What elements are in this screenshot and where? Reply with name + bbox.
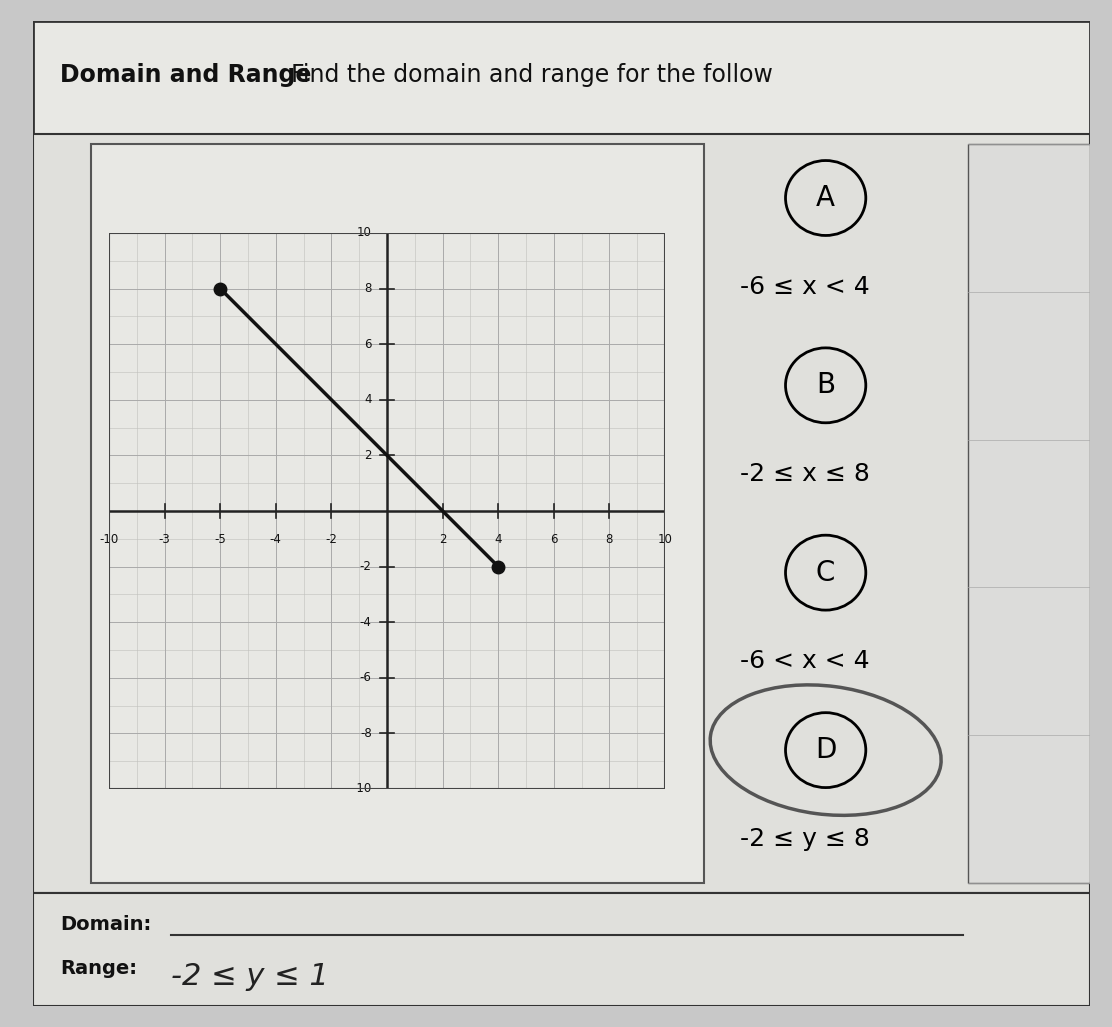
- Text: -10: -10: [99, 533, 119, 546]
- Text: 4: 4: [495, 533, 502, 546]
- Text: -2: -2: [326, 533, 337, 546]
- Bar: [33, 134, 1090, 893]
- Text: -10: -10: [353, 783, 371, 796]
- Bar: [969, 144, 1090, 883]
- Text: 8: 8: [606, 533, 613, 546]
- Text: -3: -3: [159, 533, 170, 546]
- Text: 4: 4: [365, 393, 371, 407]
- Text: -6: -6: [360, 672, 371, 684]
- Text: 10: 10: [657, 533, 673, 546]
- Text: Range:: Range:: [60, 959, 137, 979]
- Text: -2: -2: [360, 560, 371, 573]
- Text: -2 ≤ x ≤ 8: -2 ≤ x ≤ 8: [739, 462, 870, 486]
- Text: -8: -8: [360, 727, 371, 739]
- Text: D: D: [815, 736, 836, 764]
- Text: -6 < x < 4: -6 < x < 4: [739, 649, 870, 674]
- Text: Find the domain and range for the follow: Find the domain and range for the follow: [277, 63, 773, 86]
- Text: 2: 2: [365, 449, 371, 462]
- Text: -2 ≤ y ≤ 8: -2 ≤ y ≤ 8: [739, 827, 870, 850]
- Text: 6: 6: [365, 338, 371, 350]
- Text: -4: -4: [360, 615, 371, 629]
- Bar: [33, 893, 1090, 1006]
- Text: B: B: [816, 372, 835, 400]
- Text: 2: 2: [439, 533, 446, 546]
- Bar: [33, 21, 1090, 134]
- Text: -4: -4: [270, 533, 281, 546]
- Text: 10: 10: [357, 226, 371, 239]
- Text: Domain and Range: Domain and Range: [60, 63, 311, 86]
- Text: C: C: [816, 559, 835, 586]
- Text: -6 ≤ x < 4: -6 ≤ x < 4: [739, 275, 870, 299]
- Text: 8: 8: [365, 282, 371, 295]
- Text: A: A: [816, 184, 835, 212]
- Text: 6: 6: [550, 533, 557, 546]
- Bar: [91, 144, 704, 883]
- Text: Domain:: Domain:: [60, 915, 151, 935]
- Text: -5: -5: [215, 533, 226, 546]
- Text: -2 ≤ y ≤ 1: -2 ≤ y ≤ 1: [171, 962, 328, 991]
